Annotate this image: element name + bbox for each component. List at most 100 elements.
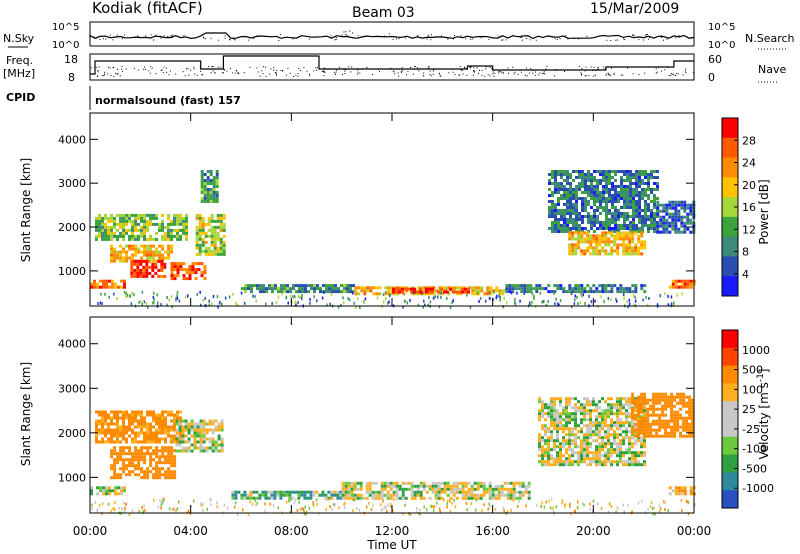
heatmap-cell <box>598 451 601 455</box>
nave-point <box>196 74 198 76</box>
heatmap-cell <box>604 433 607 437</box>
heatmap-cell <box>325 284 328 288</box>
heatmap-cell <box>635 179 638 182</box>
heatmap-cell <box>125 431 128 435</box>
heatmap-cell <box>566 176 569 179</box>
noise-search-point <box>335 38 337 40</box>
heatmap-cell <box>626 218 629 221</box>
heatmap-cell <box>327 497 329 501</box>
heatmap-cell <box>464 484 468 488</box>
heatmap-cell <box>143 219 146 223</box>
heatmap-cell <box>593 185 596 188</box>
heatmap-cell <box>122 501 125 505</box>
colorbar-segment <box>722 177 738 198</box>
heatmap-cell <box>131 222 134 226</box>
heatmap-cell <box>175 443 179 447</box>
heatmap-cell <box>128 216 131 220</box>
heatmap-cell <box>625 463 628 467</box>
heatmap-cell <box>614 191 617 194</box>
heatmap-cell <box>473 496 477 500</box>
heatmap-cell <box>152 250 156 254</box>
heatmap-cell <box>101 222 104 226</box>
heatmap-cell <box>607 252 611 256</box>
heatmap-cell <box>501 289 505 293</box>
heatmap-cell <box>334 503 336 507</box>
heatmap-cell <box>680 200 684 204</box>
heatmap-cell <box>550 397 553 401</box>
heatmap-cell <box>553 439 556 443</box>
heatmap-cell <box>619 287 623 291</box>
heatmap-cell <box>635 188 638 191</box>
heatmap-cell <box>541 300 543 304</box>
heatmap-cell <box>443 290 446 294</box>
heatmap-cell <box>222 249 226 253</box>
heatmap-cell <box>640 392 644 396</box>
nave-point <box>502 72 504 74</box>
heatmap-cell <box>347 297 349 301</box>
heatmap-cell <box>316 502 318 506</box>
heatmap-cell <box>659 230 663 234</box>
heatmap-cell <box>380 481 384 485</box>
heatmap-cell <box>158 422 161 426</box>
nave-point <box>392 70 394 72</box>
heatmap-cell <box>685 416 689 420</box>
heatmap-cell <box>196 425 200 429</box>
heatmap-cell <box>122 434 125 438</box>
heatmap-cell <box>614 173 617 176</box>
heatmap-cell <box>211 419 215 423</box>
nave-point <box>520 71 522 73</box>
heatmap-cell <box>203 185 207 188</box>
heatmap-cell <box>650 191 653 194</box>
heatmap-cell <box>586 448 589 452</box>
heatmap-cell <box>661 404 665 408</box>
heatmap-cell <box>125 452 129 456</box>
heatmap-cell <box>446 499 449 503</box>
nave-point <box>412 73 414 75</box>
heatmap-cell <box>452 290 455 294</box>
heatmap-cell <box>121 507 123 511</box>
heatmap-cell <box>586 409 589 413</box>
heatmap-cell <box>608 218 611 221</box>
heatmap-cell <box>569 218 572 221</box>
heatmap-cell <box>557 230 560 233</box>
heatmap-cell <box>540 504 543 508</box>
heatmap-cell <box>155 437 158 441</box>
heatmap-cell <box>195 243 199 247</box>
heatmap-cell <box>677 218 681 222</box>
heatmap-cell <box>628 237 632 241</box>
heatmap-cell <box>205 428 209 432</box>
heatmap-cell <box>233 505 236 509</box>
heatmap-cell <box>592 252 596 256</box>
heatmap-cell <box>294 490 298 494</box>
heatmap-cell <box>565 463 568 467</box>
heatmap-cell <box>213 252 217 256</box>
heatmap-cell <box>449 306 452 309</box>
heatmap-cell <box>128 446 132 450</box>
heatmap-cell <box>608 182 611 185</box>
heatmap-cell <box>356 493 360 497</box>
heatmap-cell <box>477 289 481 293</box>
heatmap-cell <box>659 215 663 219</box>
heatmap-cell <box>389 294 391 298</box>
heatmap-cell <box>683 282 687 286</box>
heatmap-cell <box>161 437 164 441</box>
heatmap-cell <box>113 222 116 226</box>
heatmap-cell <box>316 284 319 288</box>
heatmap-cell <box>517 504 519 508</box>
heatmap-cell <box>125 259 129 263</box>
heatmap-cell <box>587 191 590 194</box>
nave-point <box>492 73 494 75</box>
heatmap-cell <box>578 176 581 179</box>
heatmap-cell <box>598 457 601 461</box>
heatmap-cell <box>252 294 254 298</box>
heatmap-cell <box>203 197 207 200</box>
heatmap-cell <box>131 413 134 417</box>
nave-point <box>675 74 677 76</box>
heatmap-cell <box>131 234 134 238</box>
heatmap-cell <box>610 406 613 410</box>
heatmap-cell <box>96 508 99 511</box>
heatmap-cell <box>688 434 692 438</box>
heatmap-cell <box>428 296 430 300</box>
colorbar-segment <box>722 256 738 277</box>
heatmap-cell <box>222 216 226 220</box>
